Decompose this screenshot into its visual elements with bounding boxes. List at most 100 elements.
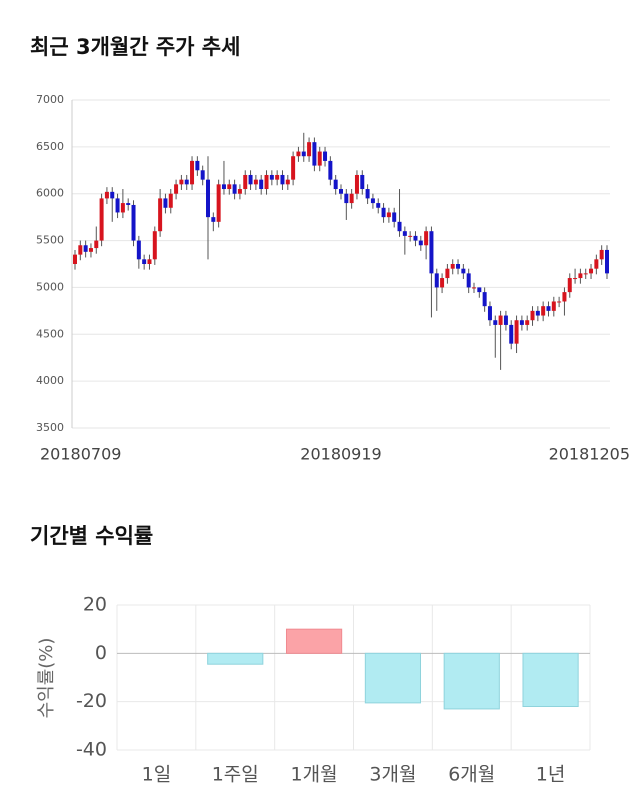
candle-body [120,203,125,213]
candle-body [551,301,556,311]
candle-body [99,198,104,241]
candle-body [466,273,471,288]
candle-body [349,193,354,204]
candle-body [280,174,285,185]
candle-body [285,179,290,185]
candle-body [589,268,594,274]
candle-body [605,249,609,274]
candle-body [142,259,147,264]
candle-body [434,273,439,288]
y-tick-label: 6500 [36,140,64,153]
candle-body [472,287,476,289]
candle-body [243,174,248,190]
candle-body [365,189,370,199]
bar [522,652,579,707]
candle-body [296,151,301,157]
candle-body [514,320,519,344]
candle-body [237,189,242,194]
candle-body [530,310,535,321]
candle-body [509,324,514,344]
candle-body [418,240,423,246]
candle-body [163,198,168,208]
x-tick-label: 20180919 [300,445,381,464]
candle-body [253,179,258,185]
candle-body [126,203,131,205]
candle-body [275,174,280,180]
candle-body [562,292,567,302]
candle-body [557,301,562,303]
candle-body [147,259,152,264]
y-tick-label: -20 [76,690,107,712]
y-tick-label: 0 [95,642,107,664]
candle-body [567,278,572,293]
candle-body [503,315,508,325]
candle-body [94,240,99,249]
candle-body [498,315,503,325]
candle-body [381,207,386,218]
candle-body [445,268,450,279]
candle-body [73,254,77,264]
chart-title: 기간별 수익률 [30,524,153,548]
chart-title: 최근 3개월간 주가 추세 [30,35,240,59]
candle-body [578,273,583,279]
x-tick-label: 1일 [142,764,172,786]
candle-body [477,287,482,293]
bar [285,628,343,654]
candle-body [168,193,173,208]
candle-body [370,198,375,204]
candle-body [328,160,333,180]
candle-body [386,212,391,218]
candle-body [83,245,88,252]
x-tick-label: 1년 [536,764,566,786]
candle-body [323,151,328,161]
candle-body [206,179,210,218]
candle-body [482,292,487,307]
x-tick-label: 3개월 [369,764,416,786]
candle-body [136,240,141,260]
candle-body [88,248,93,252]
candle-body [535,310,540,316]
x-tick-label: 6개월 [448,764,495,786]
candle-body [461,268,466,274]
candle-body [392,212,397,222]
candle-body [354,174,359,194]
bar [364,652,422,704]
candle-body [397,221,402,232]
x-tick-label: 1개월 [291,764,338,786]
candle-body [301,151,306,157]
candle-body [583,273,588,275]
candle-body [519,320,524,325]
y-tick-label: 5000 [36,280,64,293]
candle-body [179,179,184,185]
candle-body [599,249,604,260]
candle-body [424,231,429,246]
candle-body [525,320,530,325]
candle-body [307,142,312,157]
candle-body [339,189,343,194]
candle-body [78,245,83,255]
candle-body [541,306,546,316]
candle-body [594,259,599,269]
candle-body [152,231,157,260]
candle-body [413,235,418,241]
x-tick-label: 20180709 [40,445,121,464]
y-tick-label: 4000 [36,374,64,387]
candle-body [174,184,179,194]
candle-body [264,174,269,190]
candle-body [158,198,163,232]
candle-body [291,156,296,180]
y-tick-label: 5500 [36,234,64,247]
candle-body [227,184,232,190]
candle-body [200,170,205,180]
x-tick-label: 1주일 [212,764,259,786]
y-tick-label: -40 [76,739,107,761]
candle-body [190,160,195,185]
candle-body [344,193,349,204]
candle-body [376,203,381,208]
x-tick-label: 20181205 [549,445,630,464]
candle-body [232,184,237,194]
candle-body [184,179,189,185]
y-tick-label: 3500 [36,421,64,434]
bar [443,652,500,710]
